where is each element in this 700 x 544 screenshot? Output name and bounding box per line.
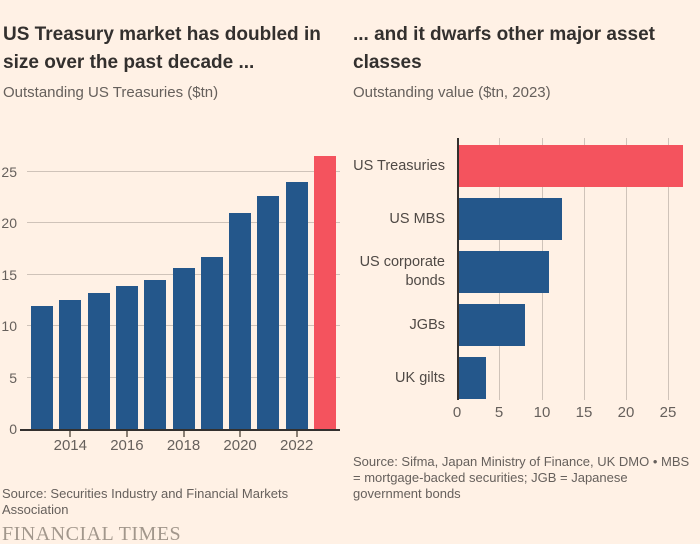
bar-2022 <box>285 182 308 429</box>
bar-2015 <box>87 293 110 429</box>
zero-axis-line <box>457 138 459 400</box>
x-axis-label-20: 20 <box>617 404 635 421</box>
x-axis-label-0: 0 <box>452 404 462 421</box>
right-chart-title: ... and it dwarfs other major asset clas… <box>353 23 655 73</box>
x-axis-label-25: 25 <box>659 404 677 421</box>
financial-times-logo: FINANCIAL TIMES <box>2 523 182 544</box>
bar-us-corporate-bonds <box>459 251 549 293</box>
bar-2023 <box>314 156 336 429</box>
x-tick-2014 <box>69 431 72 437</box>
left-chart-subtitle: Outstanding US Treasuries ($tn) <box>3 84 219 101</box>
category-label-us-mbs: US MBS <box>389 210 445 227</box>
x-axis-label-15: 15 <box>575 404 593 421</box>
bar-jgbs <box>459 304 525 346</box>
right-chart-subtitle: Outstanding value ($tn, 2023) <box>353 84 551 101</box>
category-label-jgbs: JGBs <box>409 316 445 333</box>
bar-2019 <box>200 257 223 429</box>
x-axis-label-2020: 2020 <box>223 437 257 454</box>
bar-2014 <box>59 300 82 429</box>
x-axis-baseline <box>20 429 340 431</box>
x-axis-label-10: 10 <box>533 404 551 421</box>
x-gridline-20 <box>626 138 627 400</box>
y-axis-label-15: 15 <box>1 266 17 283</box>
y-axis-label-20: 20 <box>1 215 17 231</box>
bar-2020 <box>229 213 252 429</box>
right-bar-chart-plot <box>457 138 692 400</box>
bar-2016 <box>115 286 138 429</box>
left-bar-chart-plot: 0 5 10 15 20 25 <box>0 138 340 437</box>
left-chart-source: Source: Securities Industry and Financia… <box>2 486 289 517</box>
x-axis-label-2016: 2016 <box>110 437 144 454</box>
x-gridline-15 <box>584 138 585 400</box>
y-gridline-25 <box>27 170 340 172</box>
category-label-us-corporate-bonds: US corporate bonds <box>359 254 445 289</box>
x-axis-label-2014: 2014 <box>53 437 87 454</box>
bar-2017 <box>144 280 167 429</box>
x-axis-label-2018: 2018 <box>166 437 201 454</box>
bar-us-treasuries <box>459 145 683 187</box>
x-axis-label-2022: 2022 <box>280 437 314 454</box>
bar-uk-gilts <box>459 357 486 399</box>
bar-2021 <box>257 196 280 429</box>
x-axis-label-5: 5 <box>494 404 504 421</box>
x-gridline-25 <box>668 138 669 400</box>
x-tick-2022 <box>295 431 298 437</box>
y-axis-label-10: 10 <box>1 318 17 334</box>
category-label-uk-gilts: UK gilts <box>395 369 445 386</box>
y-axis-label-25: 25 <box>1 163 17 180</box>
x-tick-2020 <box>239 431 242 437</box>
right-chart-source: Source: Sifma, Japan Ministry of Finance… <box>353 454 690 501</box>
bar-us-mbs <box>459 198 562 240</box>
x-tick-2016 <box>125 431 128 437</box>
category-label-us-treasuries: US Treasuries <box>353 157 445 174</box>
bar-2013 <box>31 306 53 429</box>
left-chart-title: US Treasury market has doubled in size o… <box>3 23 321 73</box>
bar-2018 <box>172 268 195 429</box>
x-tick-2018 <box>182 431 185 437</box>
y-gridline-20 <box>27 222 340 223</box>
y-axis-label-0: 0 <box>9 421 17 437</box>
y-axis-label-5: 5 <box>9 369 17 386</box>
